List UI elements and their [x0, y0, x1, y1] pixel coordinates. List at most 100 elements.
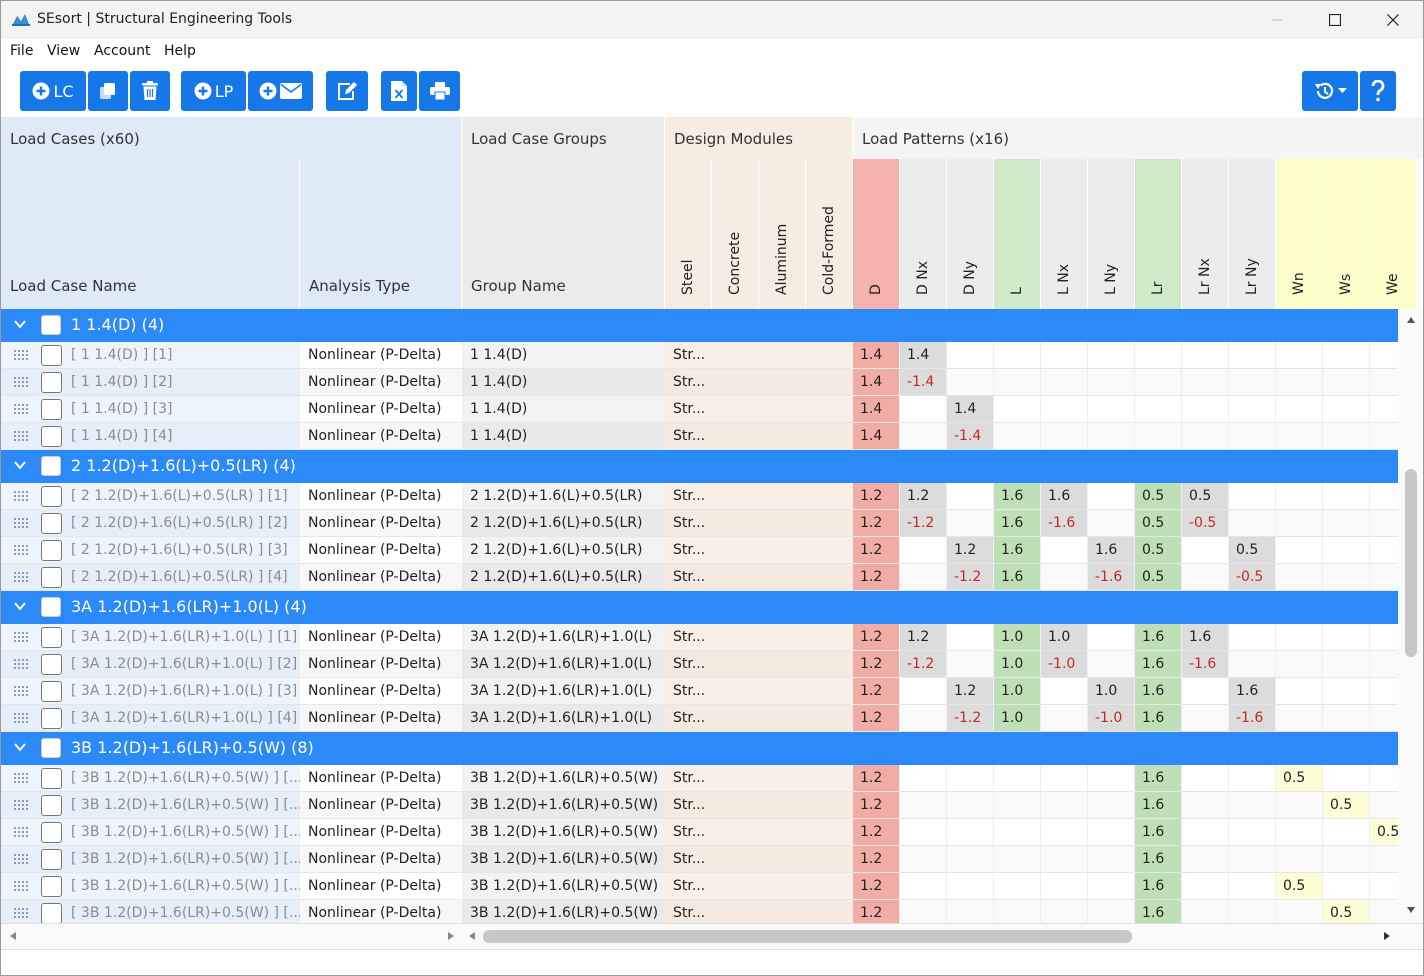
pattern-factor-cell-lr[interactable]: 0.5: [1135, 510, 1182, 536]
pattern-factor-cell-d-ny[interactable]: [947, 873, 994, 899]
row-checkbox[interactable]: [41, 903, 62, 923]
pattern-factor-cell-d[interactable]: 1.4: [853, 342, 900, 368]
pattern-factor-cell-d-nx[interactable]: [900, 705, 947, 731]
pattern-factor-cell-l[interactable]: 1.6: [994, 483, 1041, 509]
pattern-factor-cell-d[interactable]: 1.4: [853, 369, 900, 395]
group-row[interactable]: 2 1.2(D)+1.6(L)+0.5(LR) (4): [1, 450, 1398, 483]
pattern-factor-cell-lr[interactable]: 0.5: [1135, 483, 1182, 509]
pattern-factor-cell-lr-ny[interactable]: [1229, 819, 1276, 845]
pattern-factor-cell-lr-ny[interactable]: [1229, 873, 1276, 899]
group-name-cell[interactable]: 1 1.4(D): [462, 369, 665, 395]
pattern-factor-cell-d[interactable]: 1.2: [853, 651, 900, 677]
pattern-factor-cell-d-ny[interactable]: [947, 792, 994, 818]
pattern-factor-cell-ws[interactable]: [1323, 765, 1370, 791]
pattern-factor-cell-d-nx[interactable]: [900, 819, 947, 845]
row-checkbox[interactable]: [41, 426, 62, 447]
add-load-pattern-button[interactable]: LP: [181, 71, 246, 111]
group-checkbox[interactable]: [41, 738, 61, 758]
pattern-factor-cell-l-ny[interactable]: [1088, 846, 1135, 872]
group-name-cell[interactable]: 3B 1.2(D)+1.6(LR)+0.5(W): [462, 900, 665, 923]
pattern-factor-cell-l-nx[interactable]: [1041, 900, 1088, 923]
row-checkbox[interactable]: [41, 681, 62, 702]
pattern-factor-cell-d-ny[interactable]: [947, 765, 994, 791]
pattern-factor-cell-lr-nx[interactable]: [1182, 819, 1229, 845]
row-checkbox[interactable]: [41, 567, 62, 588]
pattern-factor-cell-l-nx[interactable]: [1041, 705, 1088, 731]
pattern-factor-cell-wn[interactable]: [1276, 792, 1323, 818]
export-excel-button[interactable]: [381, 71, 417, 111]
pattern-factor-cell-d[interactable]: 1.2: [853, 900, 900, 923]
pattern-factor-cell-lr[interactable]: 1.6: [1135, 846, 1182, 872]
pattern-factor-cell-l-ny[interactable]: [1088, 369, 1135, 395]
pattern-factor-cell-lr-nx[interactable]: [1182, 678, 1229, 704]
pattern-column-header-we[interactable]: We: [1370, 159, 1417, 309]
group-name-cell[interactable]: 3A 1.2(D)+1.6(LR)+1.0(L): [462, 651, 665, 677]
design-module-cell[interactable]: Str...: [665, 483, 853, 509]
pattern-factor-cell-lr-nx[interactable]: [1182, 900, 1229, 923]
pattern-factor-cell-l-nx[interactable]: [1041, 765, 1088, 791]
pattern-factor-cell-lr-ny[interactable]: -1.6: [1229, 705, 1276, 731]
pattern-factor-cell-l-nx[interactable]: -1.6: [1041, 510, 1088, 536]
horizontal-scrollbar[interactable]: [1, 923, 1423, 949]
vertical-scroll-thumb[interactable]: [1405, 469, 1417, 657]
pattern-factor-cell-lr-nx[interactable]: [1182, 873, 1229, 899]
pattern-factor-cell-d-nx[interactable]: [900, 396, 947, 422]
module-column-header-aluminum[interactable]: Aluminum: [759, 159, 806, 309]
pattern-factor-cell-lr-ny[interactable]: [1229, 846, 1276, 872]
drag-handle-icon[interactable]: [14, 431, 30, 441]
pattern-factor-cell-l[interactable]: [994, 396, 1041, 422]
pattern-factor-cell-wn[interactable]: [1276, 678, 1323, 704]
pattern-factor-cell-lr[interactable]: 1.6: [1135, 624, 1182, 650]
pattern-factor-cell-lr-nx[interactable]: [1182, 396, 1229, 422]
pattern-factor-cell-d[interactable]: 1.2: [853, 483, 900, 509]
pattern-factor-cell-lr-ny[interactable]: [1229, 423, 1276, 449]
analysis-type-cell[interactable]: Nonlinear (P-Delta): [300, 624, 462, 650]
pattern-factor-cell-d-nx[interactable]: [900, 765, 947, 791]
pattern-factor-cell-d-nx[interactable]: [900, 846, 947, 872]
pattern-factor-cell-lr-ny[interactable]: -0.5: [1229, 564, 1276, 590]
group-name-cell[interactable]: 1 1.4(D): [462, 342, 665, 368]
pattern-factor-cell-wn[interactable]: [1276, 651, 1323, 677]
pattern-factor-cell-d[interactable]: 1.4: [853, 396, 900, 422]
group-checkbox[interactable]: [41, 597, 61, 617]
pattern-column-header-lr-nx[interactable]: Lr Nx: [1182, 159, 1229, 309]
pattern-factor-cell-l-nx[interactable]: -1.0: [1041, 651, 1088, 677]
pattern-factor-cell-d[interactable]: 1.2: [853, 819, 900, 845]
pattern-factor-cell-lr[interactable]: [1135, 342, 1182, 368]
pattern-factor-cell-wn[interactable]: [1276, 564, 1323, 590]
drag-handle-icon[interactable]: [14, 854, 30, 864]
drag-handle-icon[interactable]: [14, 377, 30, 387]
design-module-cell[interactable]: Str...: [665, 396, 853, 422]
pattern-factor-cell-wn[interactable]: [1276, 900, 1323, 923]
pattern-factor-cell-d-nx[interactable]: [900, 900, 947, 923]
pattern-factor-cell-lr-nx[interactable]: [1182, 423, 1229, 449]
pattern-factor-cell-lr[interactable]: 1.6: [1135, 792, 1182, 818]
pattern-column-header-d-ny[interactable]: D Ny: [947, 159, 994, 309]
pattern-factor-cell-l-nx[interactable]: [1041, 537, 1088, 563]
pattern-factor-cell-l[interactable]: 1.0: [994, 705, 1041, 731]
pattern-factor-cell-d-ny[interactable]: [947, 900, 994, 923]
pattern-factor-cell-lr-nx[interactable]: [1182, 537, 1229, 563]
analysis-type-cell[interactable]: Nonlinear (P-Delta): [300, 342, 462, 368]
pattern-factor-cell-wn[interactable]: 0.5: [1276, 765, 1323, 791]
table-row[interactable]: [ 1 1.4(D) ] [2] Nonlinear (P-Delta) 1 1.4…: [1, 369, 1417, 396]
menu-view[interactable]: View: [47, 43, 81, 59]
pattern-factor-cell-d-ny[interactable]: -1.4: [947, 423, 994, 449]
group-name-cell[interactable]: 3B 1.2(D)+1.6(LR)+0.5(W): [462, 765, 665, 791]
pattern-column-header-d[interactable]: D: [853, 159, 900, 309]
help-button[interactable]: [1360, 71, 1396, 111]
group-name-cell[interactable]: 3A 1.2(D)+1.6(LR)+1.0(L): [462, 678, 665, 704]
pattern-factor-cell-l-nx[interactable]: [1041, 369, 1088, 395]
group-name-cell[interactable]: 3B 1.2(D)+1.6(LR)+0.5(W): [462, 792, 665, 818]
left-pane-scroll-right-icon[interactable]: [448, 932, 454, 940]
pattern-factor-cell-l-ny[interactable]: [1088, 342, 1135, 368]
design-module-cell[interactable]: Str...: [665, 564, 853, 590]
table-row[interactable]: [ 3A 1.2(D)+1.6(LR)+1.0(L) ] [3] Nonlinea…: [1, 678, 1417, 705]
pattern-factor-cell-d-ny[interactable]: [947, 846, 994, 872]
pattern-factor-cell-d-nx[interactable]: -1.2: [900, 651, 947, 677]
design-module-cell[interactable]: Str...: [665, 846, 853, 872]
pattern-factor-cell-lr-nx[interactable]: 0.5: [1182, 483, 1229, 509]
pattern-column-header-lr-ny[interactable]: Lr Ny: [1229, 159, 1276, 309]
pattern-factor-cell-ws[interactable]: [1323, 651, 1370, 677]
drag-handle-icon[interactable]: [14, 659, 30, 669]
